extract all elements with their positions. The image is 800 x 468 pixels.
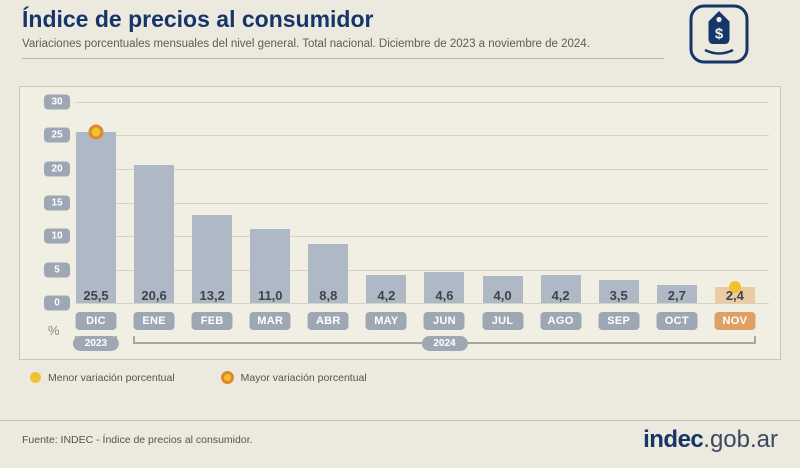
gridline-25	[75, 135, 769, 137]
value-label-mar: 11,0	[257, 288, 283, 303]
value-label-dic: 25,5	[83, 288, 109, 303]
source-text: Fuente: INDEC - Índice de precios al con…	[22, 434, 253, 446]
column-abr: 8,8 ABR	[307, 102, 349, 330]
bar-nov	[714, 286, 755, 303]
gridline-20	[75, 168, 769, 170]
bar-mar	[250, 229, 291, 303]
legend: Menor variación porcentual Mayor variació…	[30, 371, 367, 384]
legend-label: Menor variación porcentual	[48, 371, 175, 384]
indec-wordmark: indec.gob.ar	[643, 426, 778, 454]
year-pill-2024: 2024	[421, 336, 468, 351]
gridlines-layer	[75, 102, 769, 304]
month-badge-ene: ENE	[133, 312, 175, 330]
y-axis-unit-label: %	[48, 323, 60, 338]
header-divider	[22, 58, 664, 59]
bar-jun	[424, 272, 465, 303]
bar-dic	[76, 132, 116, 303]
year-brackets: 2023 2024	[20, 336, 780, 351]
column-dic: 25,5 DIC	[75, 102, 117, 330]
year-bracket-2024: 2024	[133, 336, 756, 351]
bar-may	[366, 274, 407, 303]
y-axis: 0 5 10 15 20 25 30	[44, 94, 70, 311]
y-axis-tick-10: 10	[44, 228, 70, 244]
bars-area: 25,5 DIC 20,6 ENE 13,2 FEB 11,0 MAR 8,8 ABR 4,2 MAY…	[75, 102, 756, 330]
legend-item-mayor: Mayor variación porcentual	[220, 371, 367, 384]
month-badge-sep: SEP	[598, 312, 640, 330]
bar-jul	[482, 276, 523, 303]
value-label-ene: 20,6	[141, 288, 167, 303]
gridline-10	[75, 235, 769, 237]
bar-ene	[134, 164, 175, 303]
indec-price-tag-logo: $	[688, 3, 750, 65]
gridline-15	[75, 202, 769, 204]
month-badge-jun: JUN	[423, 312, 465, 330]
bar-ago	[540, 274, 581, 303]
month-badge-dic: DIC	[75, 312, 117, 330]
y-axis-tick-30: 30	[44, 94, 70, 110]
value-label-may: 4,2	[377, 288, 396, 303]
column-feb: 13,2 FEB	[191, 102, 233, 330]
month-badge-ago: AGO	[540, 312, 582, 330]
gridline-0	[75, 303, 769, 304]
value-label-ago: 4,2	[551, 288, 570, 303]
column-mar: 11,0 MAR	[249, 102, 291, 330]
chart-panel: 0 5 10 15 20 25 30 25,5 DIC 20,6 ENE 13,2 FEB 11,0 MA…	[19, 86, 781, 360]
month-badge-nov: NOV	[714, 312, 756, 330]
y-axis-tick-15: 15	[44, 195, 70, 210]
ringed-dot-icon	[220, 371, 234, 384]
month-badge-oct: OCT	[656, 312, 698, 330]
month-badge-may: MAY	[365, 312, 407, 330]
month-badge-feb: FEB	[191, 312, 233, 330]
year-pill-2023: 2023	[72, 336, 120, 351]
bar-sep	[598, 279, 639, 303]
value-label-jun: 4,6	[435, 288, 454, 303]
column-may: 4,2 MAY	[365, 102, 407, 330]
month-badge-mar: MAR	[249, 312, 291, 330]
column-sep: 3,5 SEP	[598, 102, 640, 330]
month-badge-abr: ABR	[307, 312, 349, 330]
footer-divider	[0, 420, 800, 421]
legend-item-menor: Menor variación porcentual	[30, 372, 175, 384]
bar-feb	[192, 214, 233, 303]
price-tag-icon: $	[689, 4, 749, 64]
bar-oct	[656, 284, 697, 303]
y-axis-tick-20: 20	[44, 161, 70, 177]
value-label-oct: 2,7	[667, 288, 686, 303]
svg-text:$: $	[715, 26, 724, 43]
column-jun: 4,6 JUN	[423, 102, 465, 330]
mayor-variacion-dot-icon	[88, 124, 104, 140]
legend-label: Mayor variación porcentual	[240, 371, 367, 384]
page-subtitle: Variaciones porcentuales mensuales del n…	[22, 38, 590, 50]
indec-wordmark-suffix: .gob.ar	[703, 426, 778, 453]
value-label-sep: 3,5	[609, 288, 628, 303]
indec-wordmark-name: indec	[643, 426, 704, 453]
y-axis-tick-0: 0	[44, 295, 70, 311]
value-label-abr: 8,8	[319, 288, 338, 303]
y-axis-tick-5: 5	[44, 262, 70, 277]
column-oct: 2,7 OCT	[656, 102, 698, 330]
yellow-dot-icon	[30, 372, 41, 383]
page-title: Índice de precios al consumidor	[22, 6, 374, 32]
column-ago: 4,2 AGO	[540, 102, 582, 330]
column-ene: 20,6 ENE	[133, 102, 175, 330]
value-label-feb: 13,2	[199, 288, 225, 303]
column-jul: 4,0 JUL	[482, 102, 524, 330]
month-badge-jul: JUL	[482, 312, 524, 330]
gridline-5	[75, 269, 769, 271]
bar-abr	[308, 244, 349, 303]
y-axis-tick-25: 25	[44, 127, 70, 143]
menor-variacion-dot-icon	[728, 280, 741, 293]
gridline-30	[75, 102, 769, 103]
year-bracket-2023: 2023	[72, 336, 120, 351]
value-label-jul: 4,0	[493, 288, 512, 303]
column-nov: 2,4 NOV	[714, 102, 756, 330]
